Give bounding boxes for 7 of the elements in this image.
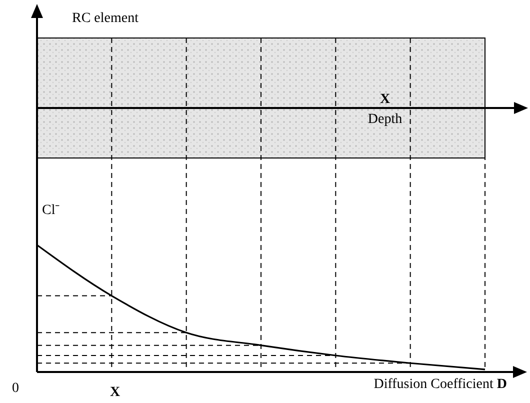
chart-title: RC element: [72, 11, 139, 26]
y-axis-title: Cl⁻: [42, 203, 60, 218]
text: X: [110, 385, 120, 400]
text: 0: [12, 381, 19, 396]
x-axis-title: Diffusion Coefficient D: [374, 377, 507, 392]
text: Depth: [368, 112, 402, 127]
text: X: [380, 92, 390, 107]
